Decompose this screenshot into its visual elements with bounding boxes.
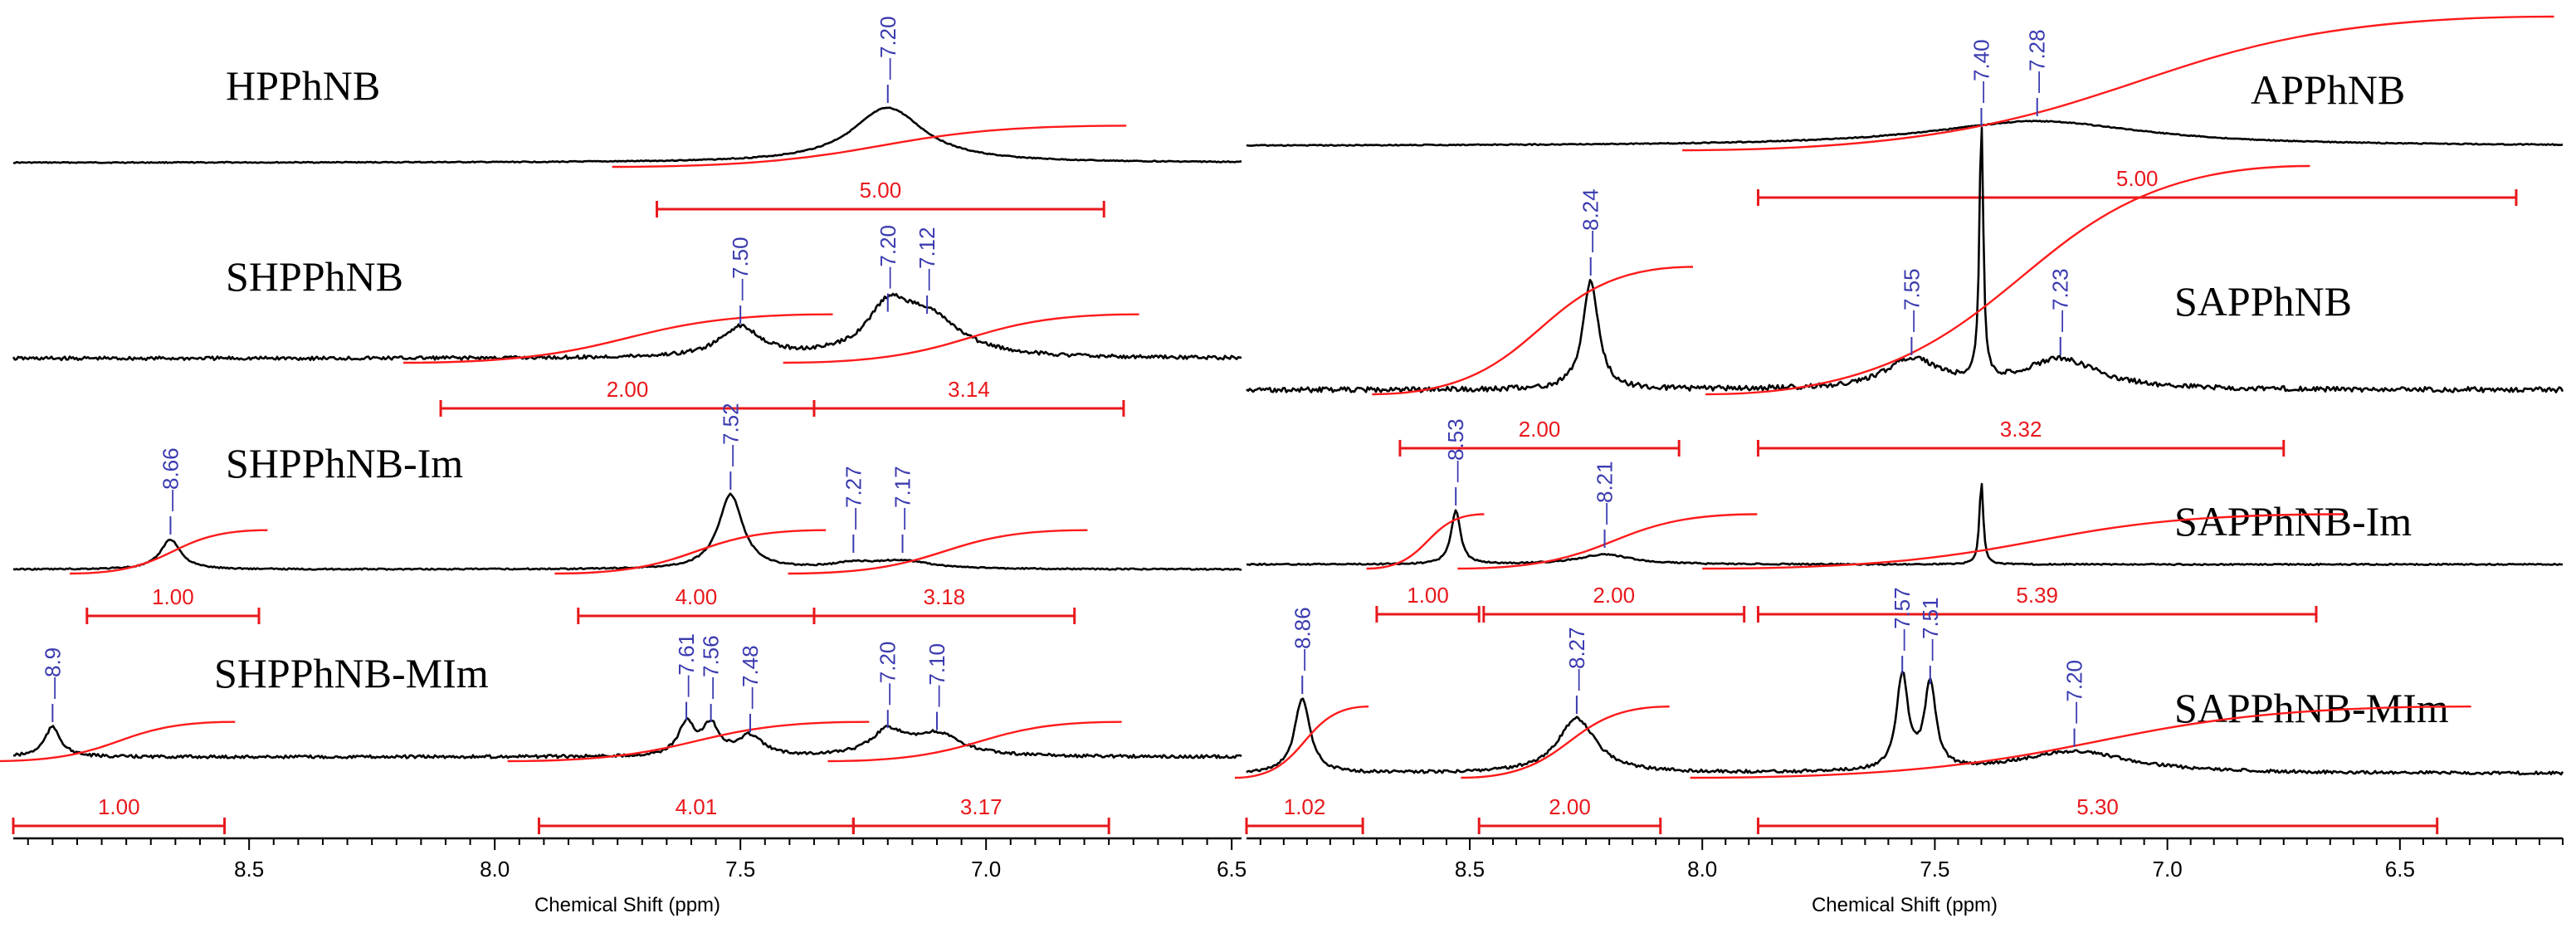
x-axis-label: Chemical Shift (ppm): [534, 894, 720, 916]
integral-curve: [1457, 513, 1758, 570]
peak-label: —7.51: [1918, 597, 1943, 661]
x-tick-label: 6.5: [2385, 857, 2415, 882]
spectrum-trace: [1246, 120, 2564, 147]
integral-value: 3.32: [2000, 417, 2042, 442]
peak-label: —7.20: [876, 16, 900, 80]
integral-value: 4.00: [676, 584, 718, 609]
peak-label: —7.23: [2048, 268, 2073, 332]
integral-value: 4.01: [676, 794, 718, 819]
peak-label: —7.28: [2025, 29, 2050, 93]
x-tick-label: 8.0: [480, 857, 510, 882]
x-tick-label: 7.0: [971, 857, 1001, 882]
peak-label: —7.27: [841, 466, 866, 530]
integral-value: 3.14: [948, 377, 990, 402]
integral-curve: [0, 720, 236, 763]
integral-value: 2.00: [1593, 583, 1635, 608]
peak-label: —7.48: [738, 645, 763, 709]
integral-curve: [1705, 164, 2310, 396]
spectrum-trace: [13, 717, 1242, 759]
peak-label: —7.57: [1890, 587, 1915, 651]
spectrum-name: SAPPhNB-Im: [2174, 498, 2412, 545]
integral-curve: [1366, 513, 1485, 570]
integral-value: 5.39: [2016, 583, 2058, 608]
peak-label: —7.40: [1969, 39, 1993, 103]
integral-curve: [1372, 266, 1694, 396]
integral-curve: [554, 529, 827, 575]
peak-label: —7.61: [674, 633, 699, 697]
integral-curve: [783, 313, 1139, 364]
spectrum-name: SAPPhNB: [2174, 278, 2352, 325]
peak-label: —7.50: [728, 237, 753, 300]
peak-label: —7.10: [925, 643, 949, 707]
peak-label: —7.17: [890, 466, 915, 530]
peak-label: —8.9: [40, 647, 65, 699]
x-tick-label: 7.5: [1920, 857, 1949, 882]
integral-value: 1.02: [1284, 794, 1326, 819]
integral-value: 2.00: [1549, 794, 1591, 819]
peak-label: —8.21: [1593, 461, 1617, 525]
x-tick-label: 8.0: [1687, 857, 1717, 882]
integral-curve: [788, 529, 1088, 575]
integral-curve: [612, 125, 1127, 169]
integral-curve: [1690, 705, 2471, 779]
x-tick-label: 6.5: [1217, 857, 1247, 882]
integral-curve: [827, 720, 1122, 763]
peak-label: —8.66: [158, 447, 183, 511]
x-tick-label: 8.5: [234, 857, 264, 882]
x-tick-label: 8.5: [1455, 857, 1485, 882]
integral-curve: [402, 313, 833, 364]
peak-label: —7.52: [718, 403, 743, 466]
spectrum-name: SHPPhNB: [226, 253, 403, 300]
integral-value: 1.00: [98, 794, 140, 819]
integral-curve: [70, 529, 268, 575]
peak-label: —8.24: [1578, 188, 1603, 252]
spectrum-trace: [1246, 482, 2564, 567]
integral-curve: [1702, 513, 2344, 570]
integral-value: 5.30: [2076, 794, 2119, 819]
x-tick-label: 7.0: [2153, 857, 2183, 882]
peak-label: —8.27: [1564, 627, 1589, 691]
peak-label: —7.20: [2062, 660, 2087, 724]
spectrum-trace: [1246, 671, 2564, 776]
spectrum-trace: [13, 106, 1242, 164]
integral-value: 5.00: [860, 178, 902, 203]
spectrum-name: APPhNB: [2251, 66, 2405, 113]
spectrum-name: HPPhNB: [226, 62, 380, 109]
integral-curve: [1234, 705, 1369, 779]
integral-value: 3.18: [924, 584, 966, 609]
spectrum-trace: [12, 292, 1242, 362]
peak-label: —8.86: [1290, 607, 1315, 671]
peak-label: —7.55: [1899, 268, 1924, 332]
spectrum-trace: [12, 492, 1242, 571]
integral-value: 3.17: [960, 794, 1003, 819]
integral-value: 5.00: [2116, 166, 2159, 191]
integral-curve: [1682, 15, 2554, 152]
spectrum-name: SHPPhNB-Im: [226, 440, 463, 486]
x-axis-label: Chemical Shift (ppm): [1812, 894, 1998, 916]
integral-curve: [1461, 705, 1670, 779]
spectrum-name: SHPPhNB-MIm: [214, 650, 489, 696]
integral-value: 1.00: [1407, 583, 1449, 608]
peak-label: —7.20: [876, 642, 900, 706]
peak-label: —7.20: [876, 225, 900, 289]
peak-label: —7.56: [699, 635, 724, 699]
peak-label: —8.53: [1443, 418, 1468, 482]
x-tick-label: 7.5: [725, 857, 755, 882]
spectrum-trace: [1246, 126, 2564, 393]
integral-value: 1.00: [152, 584, 194, 609]
peak-label: —7.12: [915, 227, 939, 291]
integral-value: 2.00: [1519, 417, 1561, 442]
integral-value: 2.00: [607, 377, 649, 402]
integral-curve: [507, 720, 870, 763]
